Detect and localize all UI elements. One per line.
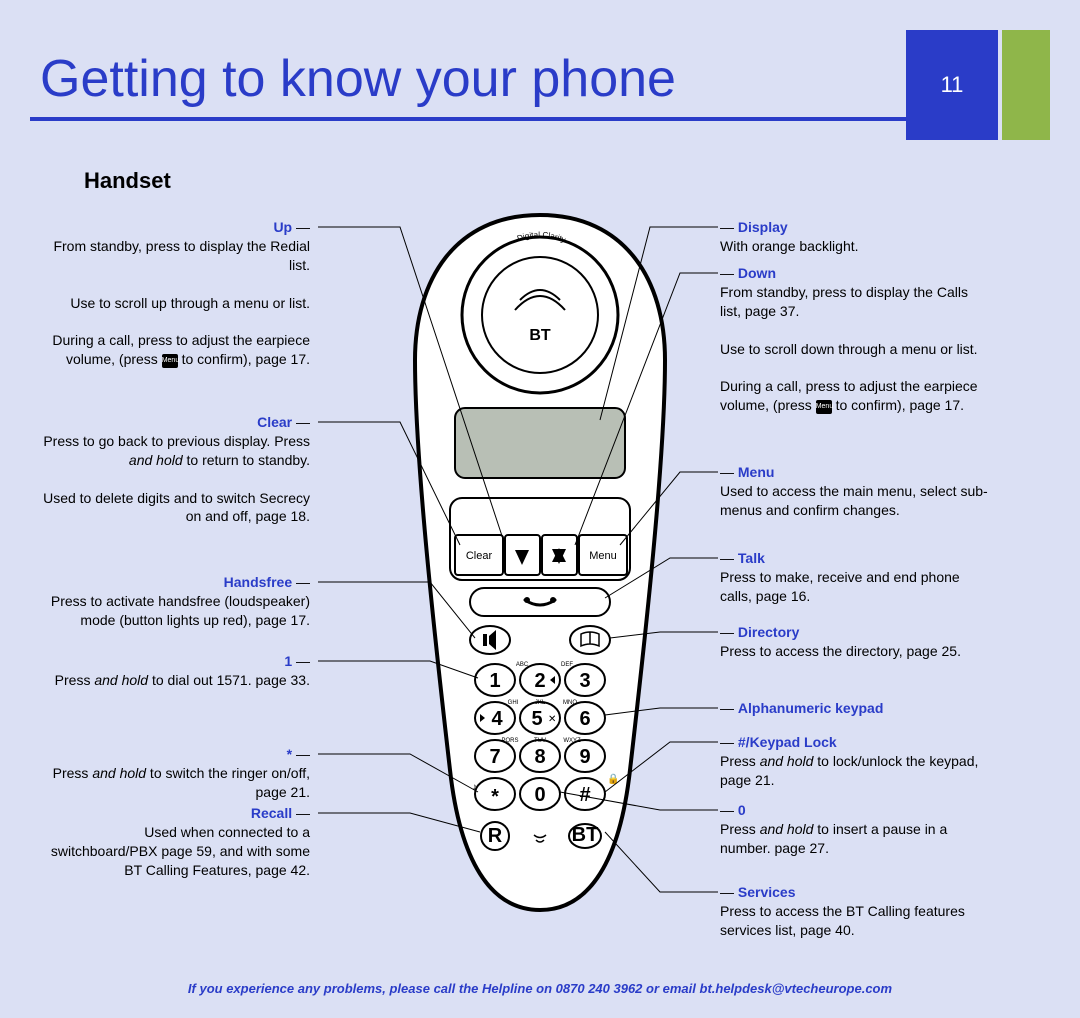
callout-clear: Clear — Press to go back to previous dis… — [40, 413, 310, 526]
callout-services: — Services Press to access the BT Callin… — [720, 883, 990, 940]
callout-menu: — Menu Used to access the main menu, sel… — [720, 463, 990, 520]
callout-alphanumeric: — Alphanumeric keypad — [720, 699, 990, 718]
accent-strip — [1002, 30, 1050, 140]
callout-up: Up — From standby, press to display the … — [40, 218, 310, 369]
callout-zero: — 0 Press and hold to insert a pause in … — [720, 801, 990, 858]
callout-display: — Display With orange backlight. — [720, 218, 990, 256]
callout-one: 1 — Press and hold to dial out 1571. pag… — [40, 652, 310, 690]
callout-talk: — Talk Press to make, receive and end ph… — [720, 549, 990, 606]
page-title: Getting to know your phone — [30, 49, 906, 121]
section-heading: Handset — [84, 168, 171, 194]
footer-help-text: If you experience any problems, please c… — [30, 981, 1050, 996]
page-header: Getting to know your phone 11 — [30, 30, 1050, 140]
callout-directory: — Directory Press to access the director… — [720, 623, 990, 661]
page-number: 11 — [906, 30, 998, 140]
callout-keypad-lock: — #/Keypad Lock Press and hold to lock/u… — [720, 733, 990, 790]
callout-star: * — Press and hold to switch the ringer … — [40, 745, 310, 802]
callout-handsfree: Handsfree — Press to activate handsfree … — [40, 573, 310, 630]
callout-recall: Recall — Used when connected to a switch… — [40, 804, 310, 880]
callout-down: — Down From standby, press to display th… — [720, 264, 990, 415]
